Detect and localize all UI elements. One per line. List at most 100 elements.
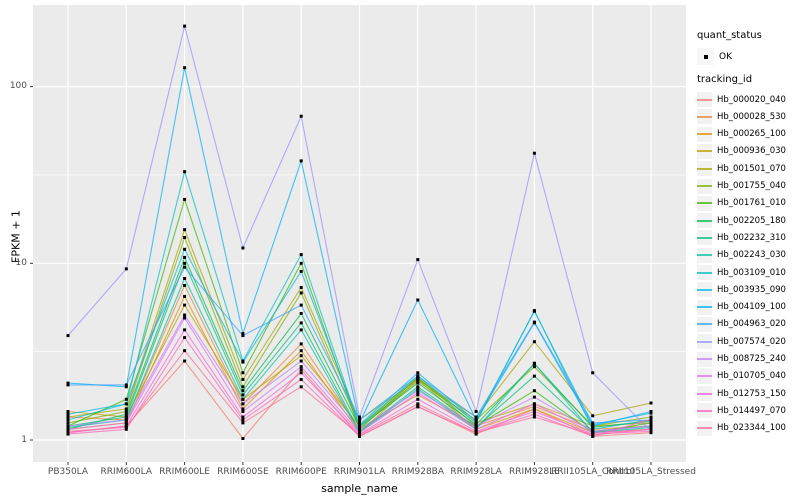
- legend-key-line-swatch: [697, 178, 712, 194]
- x-tick-label: PB350LA: [47, 467, 89, 477]
- line-swatch-icon: [697, 167, 712, 170]
- legend-key-line-swatch: [697, 230, 712, 246]
- legend-item-tracking: Hb_023344_100: [697, 420, 786, 437]
- legend-item-tracking: Hb_001755_040: [697, 178, 786, 195]
- line-swatch-icon: [697, 219, 712, 222]
- legend: quant_status OK tracking_id Hb_000020_04…: [694, 0, 800, 500]
- legend-item-tracking: Hb_003109_010: [697, 264, 786, 281]
- legend-key-line-swatch: [697, 161, 712, 177]
- legend-key-line-swatch: [697, 420, 712, 436]
- legend-item-quant-ok: OK: [697, 48, 732, 65]
- legend-label-tracking-id: Hb_008725_240: [717, 354, 786, 364]
- legend-item-tracking: Hb_012753_150: [697, 385, 786, 402]
- legend-item-tracking: Hb_001501_070: [697, 160, 786, 177]
- point-marker-icon: [703, 54, 708, 59]
- line-swatch-icon: [697, 392, 712, 395]
- legend-key-line-swatch: [697, 403, 712, 419]
- x-tick-label: RRII105LA_Stressed: [606, 467, 696, 477]
- legend-key-line-swatch: [697, 109, 712, 125]
- legend-item-tracking: Hb_002232_310: [697, 229, 786, 246]
- legend-label-tracking-id: Hb_023344_100: [717, 423, 786, 434]
- legend-label-tracking-id: Hb_004109_100: [717, 302, 786, 313]
- line-swatch-icon: [697, 150, 712, 153]
- legend-key-ok: [697, 48, 714, 65]
- x-tick-label: RRIM600LE: [159, 467, 210, 477]
- legend-key-line-swatch: [697, 92, 712, 107]
- legend-label-tracking-id: Hb_003109_010: [717, 267, 786, 278]
- legend-tracking-id-title: tracking_id: [697, 74, 753, 85]
- legend-label-ok: OK: [719, 51, 732, 62]
- legend-key-line-swatch: [697, 334, 712, 350]
- legend-key-line-swatch: [697, 265, 712, 280]
- legend-label-tracking-id: Hb_000265_100: [717, 129, 786, 140]
- line-swatch-icon: [697, 254, 712, 257]
- legend-label-tracking-id: Hb_012753_150: [717, 388, 786, 399]
- legend-item-tracking: Hb_010705_040: [697, 368, 786, 385]
- legend-label-tracking-id: Hb_000936_030: [717, 146, 786, 157]
- legend-item-tracking: Hb_000265_100: [697, 126, 786, 143]
- legend-label-tracking-id: Hb_001501_070: [717, 163, 786, 174]
- legend-key-line-swatch: [697, 126, 712, 142]
- legend-key-line-swatch: [697, 368, 712, 384]
- x-tick-label: RRIM600SE: [217, 467, 269, 477]
- line-swatch-icon: [697, 409, 712, 412]
- line-swatch-icon: [697, 115, 712, 118]
- legend-label-tracking-id: Hb_000020_040: [717, 94, 786, 105]
- legend-label-tracking-id: Hb_002205_180: [717, 215, 786, 226]
- y-tick-label: 10: [15, 257, 27, 268]
- line-swatch-icon: [697, 340, 712, 343]
- legend-label-tracking-id: Hb_004963_020: [717, 319, 786, 330]
- line-swatch-icon: [697, 271, 712, 274]
- x-tick-label: RRIM928LE: [509, 467, 560, 477]
- legend-key-line-swatch: [697, 213, 712, 229]
- legend-key-line-swatch: [697, 351, 712, 367]
- legend-item-tracking: Hb_003935_090: [697, 281, 786, 298]
- legend-label-tracking-id: Hb_001755_040: [717, 181, 786, 191]
- legend-key-line-swatch: [697, 299, 712, 315]
- legend-key-line-swatch: [697, 282, 712, 298]
- x-tick-label: RRIM600LA: [100, 467, 153, 477]
- legend-key-line-swatch: [697, 316, 712, 332]
- legend-item-tracking: Hb_002243_030: [697, 247, 786, 264]
- legend-key-line-swatch: [697, 143, 712, 159]
- legend-item-tracking: Hb_000020_040: [697, 91, 786, 108]
- line-swatch-icon: [697, 98, 712, 101]
- line-swatch-icon: [697, 202, 712, 205]
- legend-label-tracking-id: Hb_001761_010: [717, 198, 786, 209]
- x-tick-label: RRIM928BA: [391, 467, 445, 477]
- x-tick-label: RRIM600PE: [275, 467, 327, 477]
- legend-item-tracking: Hb_014497_070: [697, 402, 786, 419]
- legend-key-line-swatch: [697, 386, 712, 402]
- legend-label-tracking-id: Hb_002243_030: [717, 250, 786, 261]
- legend-label-tracking-id: Hb_014497_070: [717, 405, 786, 416]
- legend-key-line-swatch: [697, 247, 712, 263]
- legend-item-tracking: Hb_002205_180: [697, 212, 786, 229]
- legend-item-tracking: Hb_007574_020: [697, 333, 786, 350]
- x-axis-title: sample_name: [321, 482, 398, 495]
- line-swatch-icon: [697, 323, 712, 326]
- line-swatch-icon: [697, 375, 712, 378]
- legend-label-tracking-id: Hb_003935_090: [717, 284, 786, 295]
- line-swatch-icon: [697, 358, 712, 360]
- legend-item-tracking: Hb_008725_240: [697, 351, 786, 368]
- line-swatch-icon: [697, 133, 712, 136]
- line-swatch-icon: [697, 236, 712, 239]
- y-tick-label: 100: [9, 81, 27, 92]
- line-swatch-icon: [697, 288, 712, 291]
- y-tick-label: 1: [21, 434, 27, 445]
- legend-item-tracking: Hb_001761_010: [697, 195, 786, 212]
- legend-item-tracking: Hb_000028_530: [697, 108, 786, 125]
- legend-key-line-swatch: [697, 195, 712, 211]
- x-tick-label: RRIM928LA: [450, 467, 502, 477]
- legend-item-tracking: Hb_004109_100: [697, 299, 786, 316]
- legend-label-tracking-id: Hb_007574_020: [717, 336, 786, 347]
- legend-label-tracking-id: Hb_002232_310: [717, 232, 786, 243]
- x-tick-label: RRIM901LA: [333, 467, 386, 477]
- line-swatch-icon: [697, 427, 712, 430]
- line-swatch-icon: [697, 185, 712, 187]
- line-swatch-icon: [697, 306, 712, 309]
- legend-label-tracking-id: Hb_000028_530: [717, 111, 786, 122]
- legend-item-tracking: Hb_004963_020: [697, 316, 786, 333]
